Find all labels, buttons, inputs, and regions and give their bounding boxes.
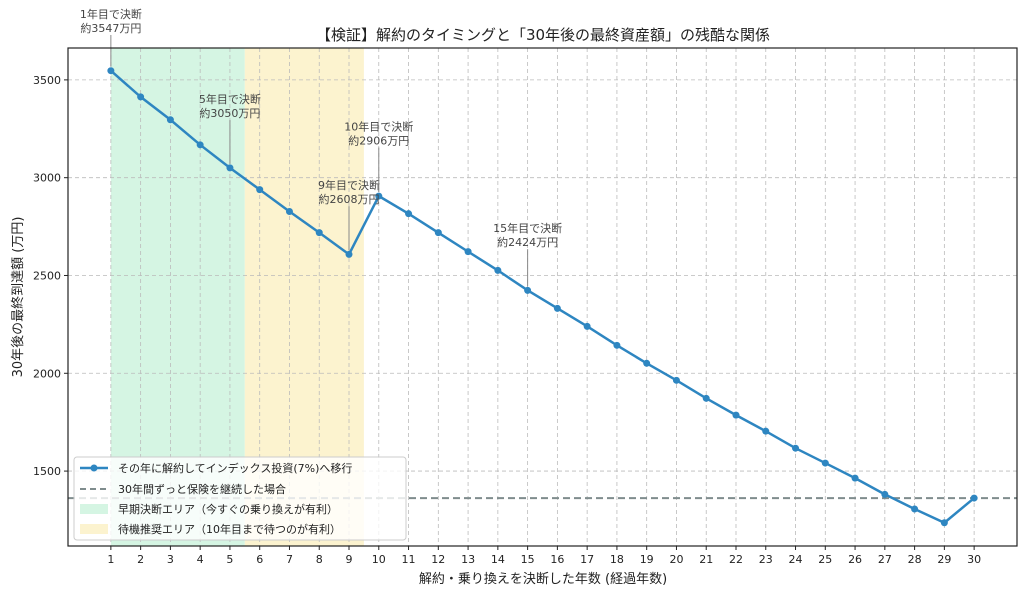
data-point bbox=[524, 286, 532, 294]
data-point bbox=[375, 192, 383, 200]
x-tick-label: 28 bbox=[908, 553, 922, 566]
data-point bbox=[137, 93, 145, 101]
x-tick-label: 12 bbox=[431, 553, 445, 566]
data-point bbox=[345, 250, 353, 258]
legend: その年に解約してインデックス投資(7%)へ移行 30年間ずっと保険を継続した場合… bbox=[73, 456, 407, 541]
y-tick-label: 3000 bbox=[33, 172, 61, 185]
data-point bbox=[970, 494, 978, 502]
x-tick-label: 5 bbox=[226, 553, 233, 566]
chart-title: 【検証】解約のタイミングと「30年後の最終資産額」の残酷な関係 bbox=[316, 26, 770, 44]
x-tick-label: 15 bbox=[521, 553, 535, 566]
x-tick-label: 14 bbox=[491, 553, 505, 566]
annotation-label: 5年目で決断 bbox=[199, 92, 261, 106]
x-tick-label: 13 bbox=[461, 553, 475, 566]
x-tick-label: 3 bbox=[167, 553, 174, 566]
annotation-value: 約3050万円 bbox=[199, 106, 260, 120]
legend-early-zone: 早期決断エリア（今すぐの乗り換えが有利） bbox=[118, 502, 338, 516]
x-tick-label: 24 bbox=[789, 553, 803, 566]
y-tick-label: 1500 bbox=[33, 465, 61, 478]
data-point bbox=[553, 304, 561, 312]
x-tick-label: 25 bbox=[818, 553, 832, 566]
data-point bbox=[583, 322, 591, 330]
data-point bbox=[672, 376, 680, 384]
annotation-value: 約2608万円 bbox=[319, 192, 380, 206]
data-point bbox=[821, 459, 829, 467]
annotation-value: 約3547万円 bbox=[80, 21, 141, 35]
annotation-label: 1年目で決断 bbox=[80, 7, 142, 21]
x-tick-label: 11 bbox=[402, 553, 416, 566]
y-tick-label: 3500 bbox=[33, 74, 61, 87]
x-tick-label: 27 bbox=[878, 553, 892, 566]
annotation-value: 約2906万円 bbox=[348, 133, 409, 147]
data-point bbox=[107, 67, 115, 75]
data-point bbox=[196, 141, 204, 149]
annotation-label: 9年目で決断 bbox=[318, 178, 380, 192]
data-point bbox=[911, 505, 919, 513]
x-tick-label: 7 bbox=[286, 553, 293, 566]
annotation-label: 15年目で決断 bbox=[493, 221, 562, 235]
y-axis-label: 30年後の最終到達額 (万円) bbox=[10, 217, 26, 378]
x-tick-label: 20 bbox=[669, 553, 683, 566]
plot-frame bbox=[67, 47, 1018, 547]
x-tick-label: 16 bbox=[550, 553, 564, 566]
x-tick-label: 23 bbox=[759, 553, 773, 566]
x-tick-label: 21 bbox=[699, 553, 713, 566]
x-tick-label: 4 bbox=[197, 553, 204, 566]
x-tick-label: 2 bbox=[137, 553, 144, 566]
x-tick-label: 30 bbox=[967, 553, 981, 566]
data-point bbox=[762, 427, 770, 435]
x-tick-label: 29 bbox=[937, 553, 951, 566]
data-point bbox=[643, 359, 651, 367]
data-point bbox=[732, 411, 740, 419]
annotation-label: 10年目で決断 bbox=[344, 119, 413, 133]
x-axis-label: 解約・乗り換えを決断した年数 (経過年数) bbox=[419, 572, 667, 587]
data-point bbox=[792, 444, 800, 452]
x-tick-label: 22 bbox=[729, 553, 743, 566]
data-point bbox=[702, 394, 710, 402]
data-point bbox=[405, 210, 413, 218]
x-tick-label: 8 bbox=[316, 553, 323, 566]
data-point bbox=[226, 164, 234, 172]
x-tick-label: 17 bbox=[580, 553, 594, 566]
y-tick-label: 2000 bbox=[33, 367, 61, 380]
legend-wait-zone: 待機推奨エリア（10年目まで待つのが有利） bbox=[118, 522, 341, 536]
data-point bbox=[285, 208, 293, 216]
data-point bbox=[464, 248, 472, 256]
data-point bbox=[166, 116, 174, 124]
x-tick-label: 10 bbox=[372, 553, 386, 566]
annotation-value: 約2424万円 bbox=[497, 235, 558, 249]
legend-baseline: 30年間ずっと保険を継続した場合 bbox=[118, 482, 286, 496]
x-tick-label: 26 bbox=[848, 553, 862, 566]
legend-marker bbox=[90, 464, 98, 472]
data-point bbox=[940, 519, 948, 527]
x-tick-label: 1 bbox=[107, 553, 114, 566]
x-tick-label: 19 bbox=[640, 553, 654, 566]
data-point bbox=[851, 474, 859, 482]
data-point bbox=[613, 341, 621, 349]
y-tick-label: 2500 bbox=[33, 269, 61, 282]
data-point bbox=[881, 490, 889, 498]
legend-series: その年に解約してインデックス投資(7%)へ移行 bbox=[118, 461, 352, 475]
data-point bbox=[256, 186, 264, 194]
data-point bbox=[315, 229, 323, 237]
data-point bbox=[494, 266, 502, 274]
x-tick-label: 18 bbox=[610, 553, 624, 566]
data-point bbox=[434, 229, 442, 237]
x-tick-label: 6 bbox=[256, 553, 263, 566]
x-tick-label: 9 bbox=[346, 553, 353, 566]
series-line bbox=[110, 69, 975, 525]
